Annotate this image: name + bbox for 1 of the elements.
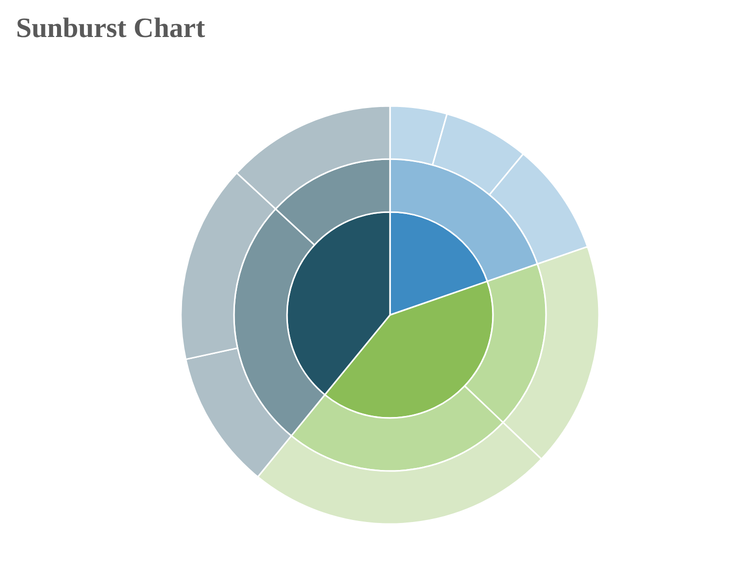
chart-title: Sunburst Chart [16, 13, 206, 44]
